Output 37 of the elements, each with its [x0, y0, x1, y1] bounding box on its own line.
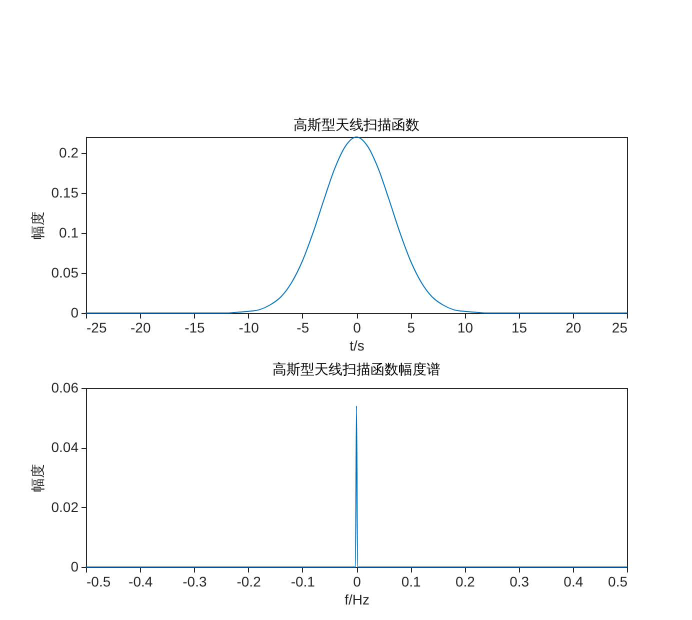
- x-tick-label: 0.2: [455, 574, 476, 590]
- y-tick-label: 0.1: [59, 224, 79, 240]
- x-tick-label: 0.5: [608, 574, 628, 590]
- x-tick-label: 0.1: [401, 574, 422, 590]
- x-axis-title: f/Hz: [344, 592, 370, 608]
- y-tick-label: 0: [70, 558, 79, 574]
- x-tick-label: 15: [512, 320, 528, 336]
- chart-title: 高斯型天线扫描函数幅度谱: [272, 362, 440, 378]
- y-axis-title: 幅度: [29, 464, 46, 492]
- chart-title: 高斯型天线扫描函数: [294, 118, 420, 134]
- x-tick-label: -0.5: [86, 574, 111, 590]
- x-tick-label: 5: [407, 320, 416, 336]
- x-tick-label: 20: [566, 320, 582, 336]
- x-tick-label: 0: [353, 574, 362, 590]
- y-tick-label: 0.05: [51, 264, 79, 280]
- y-tick-label: 0.04: [51, 439, 79, 456]
- x-tick-label: -15: [184, 320, 206, 336]
- x-tick-label: -20: [130, 320, 151, 336]
- x-tick-label: 0: [353, 320, 362, 336]
- x-tick-label: 10: [457, 320, 474, 336]
- y-axis-title: 幅度: [29, 212, 46, 240]
- x-tick-label: 25: [612, 320, 628, 336]
- x-tick-label: -5: [296, 320, 310, 336]
- x-tick-label: -0.1: [290, 574, 316, 590]
- x-tick-label: -0.4: [128, 574, 153, 590]
- y-tick-label: 0.15: [51, 184, 79, 200]
- y-tick-label: 0.2: [59, 144, 79, 160]
- y-tick-label: 0: [70, 304, 79, 320]
- y-tick-label: 0.02: [51, 498, 79, 515]
- x-tick-label: -0.2: [236, 574, 262, 590]
- x-tick-label: 0.3: [510, 574, 530, 590]
- x-tick-label: -10: [238, 320, 260, 336]
- x-tick-label: -25: [86, 320, 107, 336]
- y-tick-label: 0.06: [51, 380, 79, 396]
- x-tick-label: -0.3: [182, 574, 207, 590]
- x-axis-title: t/s: [350, 338, 364, 354]
- x-tick-label: 0.4: [564, 574, 584, 590]
